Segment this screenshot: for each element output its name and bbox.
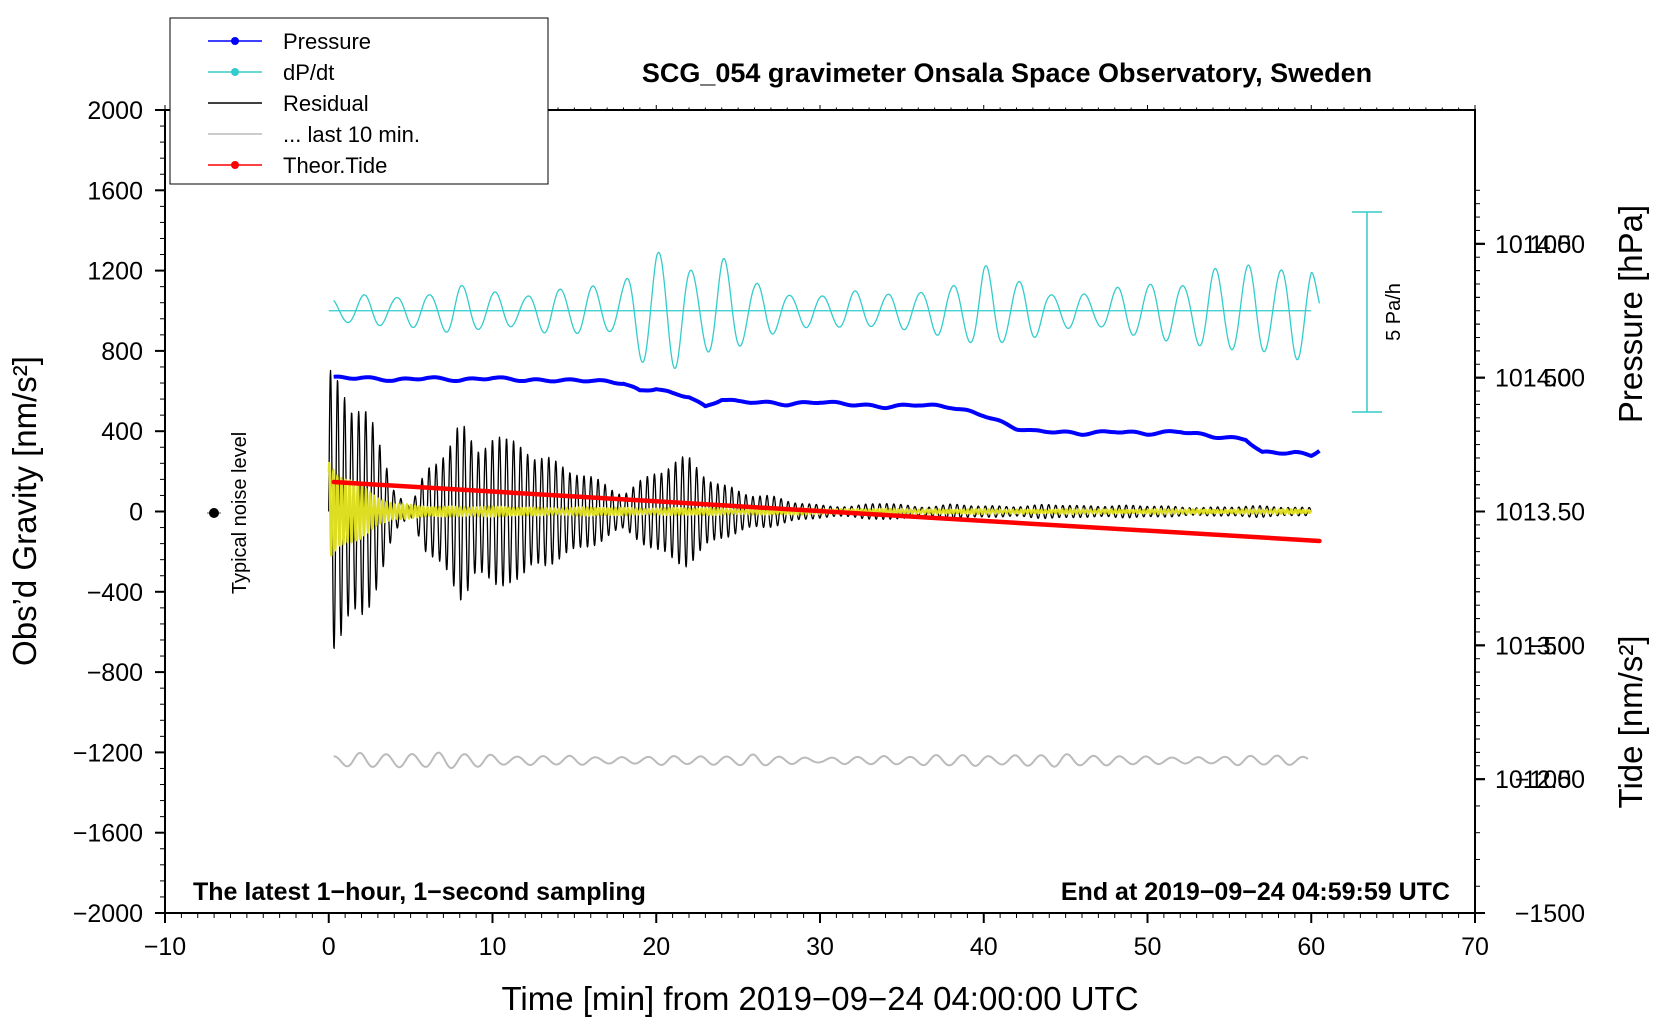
legend-box (169, 17, 549, 185)
series-pressure (333, 374, 1321, 458)
legend-label: dP/dt (283, 60, 334, 85)
x-tick-label: 30 (806, 933, 834, 961)
chart-title: SCG_054 gravimeter Onsala Space Observat… (642, 58, 1372, 88)
legend-marker (231, 68, 239, 76)
plot-layer (327, 251, 1322, 770)
legend-marker (231, 37, 239, 45)
x-tick-label: 60 (1297, 933, 1325, 961)
y-left-tick-label: 400 (101, 418, 143, 446)
noise-level-marker: Typical noise level (207, 432, 251, 594)
x-tick-label: 50 (1134, 933, 1162, 961)
scale-bar-label: 5 Pa/h (1383, 283, 1405, 341)
tide-axis-label: Tide [nm/s²] (1612, 636, 1649, 809)
series-last-10-min (333, 751, 1309, 770)
left-axis-label: Obs’d Gravity [nm/s²] (6, 356, 43, 666)
tide-tick-label: 500 (1543, 365, 1585, 393)
pressure-tick-label: 1013.0 (1495, 632, 1571, 660)
ticks-layer: −10 0 10 20 30 40 50 60 70 2000 1600 1200 800 400 0 −40… (73, 97, 1585, 961)
y-left-tick-label: −800 (87, 659, 143, 687)
y-left-tick-label: −400 (87, 579, 143, 607)
pressure-tick-label: 1013.5 (1495, 499, 1571, 527)
y-left-tick-label: −1600 (73, 820, 143, 848)
noise-level-dot (209, 508, 219, 518)
series-residual (328, 369, 1312, 650)
legend-label: Theor.Tide (283, 153, 387, 178)
noise-level-label: Typical noise level (229, 432, 251, 594)
tide-tick-label: −1500 (1515, 900, 1585, 928)
series-theor-tide (331, 479, 1322, 544)
x-tick-label: 20 (642, 933, 670, 961)
tide-tick-label: −500 (1529, 632, 1585, 660)
y-left-tick-label: −2000 (73, 900, 143, 928)
legend-label: ... last 10 min. (283, 122, 420, 147)
legend: Pressure dP/dt Residual ... last 10 min. The… (169, 17, 549, 185)
tide-tick-label: 0 (1571, 499, 1585, 527)
y-left-tick-label: 2000 (87, 97, 143, 125)
x-tick-label: −10 (144, 933, 186, 961)
x-tick-label: 0 (322, 933, 336, 961)
x-tick-label: 10 (479, 933, 507, 961)
x-axis-label: Time [min] from 2019−09−24 04:00:00 UTC (501, 980, 1138, 1017)
y-left-tick-label: 1200 (87, 258, 143, 286)
series-dp-dt (333, 251, 1321, 370)
pressure-tick-label: 1012.5 (1495, 766, 1571, 794)
y-left-tick-label: 0 (129, 499, 143, 527)
legend-label: Residual (283, 91, 369, 116)
pressure-axis-label: Pressure [hPa] (1612, 205, 1649, 423)
dpdt-scale-bar: 5 Pa/h (1352, 211, 1405, 413)
pressure-tick-label: 1014.5 (1495, 231, 1571, 259)
x-tick-label: 70 (1461, 933, 1489, 961)
y-left-tick-label: 800 (101, 338, 143, 366)
y-left-tick-label: −1200 (73, 739, 143, 767)
y-left-tick-label: 1600 (87, 177, 143, 205)
tide-tick-label: 1000 (1529, 231, 1585, 259)
pressure-tick-label: 1014.0 (1495, 365, 1571, 393)
tide-tick-label: −1000 (1515, 766, 1585, 794)
end-time-note: End at 2019−09−24 04:59:59 UTC (1061, 878, 1450, 906)
legend-label: Pressure (283, 29, 371, 54)
x-tick-label: 40 (970, 933, 998, 961)
sampling-note: The latest 1−hour, 1−second sampling (193, 878, 646, 906)
legend-marker (231, 161, 239, 169)
